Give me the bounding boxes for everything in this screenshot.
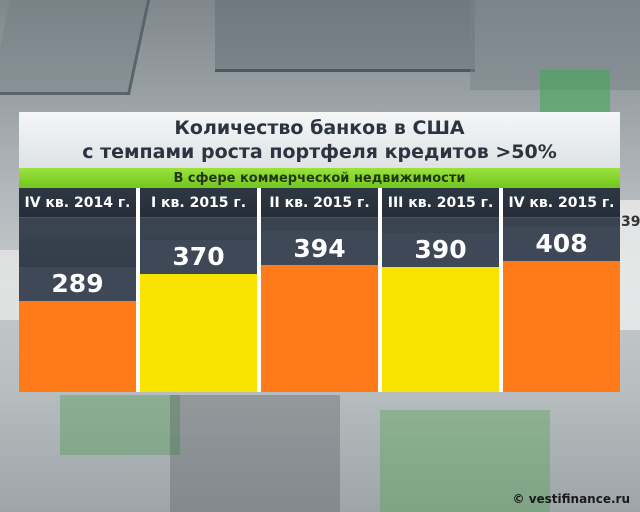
column-stripe <box>140 219 257 239</box>
chart-title-line-1: Количество банков в США <box>174 117 465 139</box>
category-label: I кв. 2015 г. <box>150 194 247 211</box>
background-screen <box>0 250 20 320</box>
column-header: II кв. 2015 г. <box>261 188 378 218</box>
value-box: 394 <box>261 231 378 266</box>
chart-column: IV кв. 2015 г. 408 <box>503 188 620 392</box>
column-header: IV кв. 2015 г. <box>503 188 620 218</box>
column-header: I кв. 2015 г. <box>140 188 257 218</box>
chart-title: Количество банков в США с темпами роста … <box>19 112 620 168</box>
chart-title-line-2: с темпами роста портфеля кредитов >50% <box>82 141 557 163</box>
value-box: 390 <box>382 232 499 267</box>
category-label: IV кв. 2015 г. <box>508 194 615 211</box>
value-box: 370 <box>140 239 257 274</box>
data-label: 390 <box>414 235 467 265</box>
data-label: 289 <box>51 269 104 299</box>
chart-bar <box>261 265 378 392</box>
chart-subtitle-bar: В сфере коммерческой недвижимости <box>19 168 620 188</box>
chart-panel: Количество банков в США с темпами роста … <box>19 112 620 392</box>
chart-bar <box>140 273 257 392</box>
background-number: 39 <box>621 214 640 230</box>
category-label: IV кв. 2014 г. <box>24 194 131 211</box>
chart-bar <box>382 266 499 392</box>
value-box: 289 <box>19 266 136 301</box>
column-stripe <box>19 219 136 239</box>
chart-subtitle: В сфере коммерческой недвижимости <box>173 170 466 186</box>
category-label: III кв. 2015 г. <box>387 194 494 211</box>
background-shape <box>170 395 340 512</box>
chart-plot-area: IV кв. 2014 г. 289 I кв. 2015 г. 370 II кв. … <box>19 188 620 392</box>
chart-column: II кв. 2015 г. 394 <box>261 188 378 392</box>
chart-column: IV кв. 2014 г. 289 <box>19 188 136 392</box>
chart-bar <box>19 300 136 392</box>
category-label: II кв. 2015 г. <box>269 194 370 211</box>
background-shape <box>60 395 180 455</box>
chart-bar <box>503 260 620 392</box>
background-shape <box>380 410 550 512</box>
background-shape <box>0 0 151 95</box>
chart-column: III кв. 2015 г. 390 <box>382 188 499 392</box>
data-label: 394 <box>293 233 346 263</box>
chart-column: I кв. 2015 г. 370 <box>140 188 257 392</box>
value-box: 408 <box>503 226 620 261</box>
watermark: © vestifinance.ru <box>512 492 630 506</box>
column-header: IV кв. 2014 г. <box>19 188 136 218</box>
column-header: III кв. 2015 г. <box>382 188 499 218</box>
background-shape <box>215 0 475 72</box>
data-label: 408 <box>535 229 588 259</box>
data-label: 370 <box>172 242 225 272</box>
